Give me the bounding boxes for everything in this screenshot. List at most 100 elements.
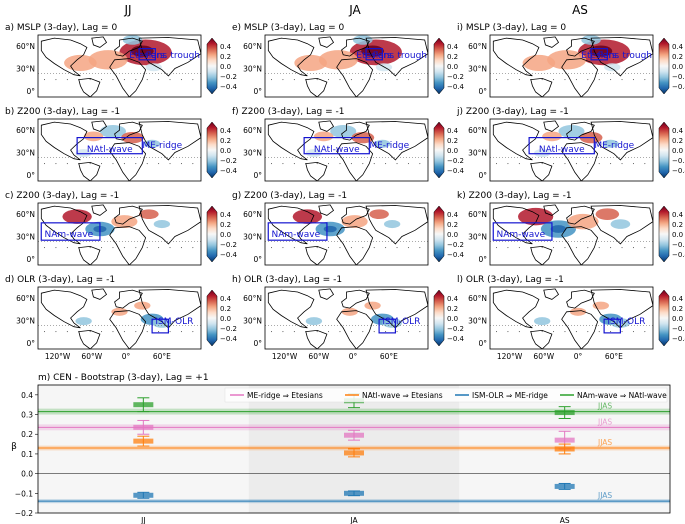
lon-tick-label: 60°E bbox=[605, 352, 623, 361]
coastline bbox=[341, 205, 370, 225]
anomaly-blob bbox=[592, 301, 609, 310]
map-frame bbox=[37, 202, 202, 266]
colorbar-tick-label: 0.4 bbox=[447, 43, 459, 51]
colorbar-tick-label: 0.2 bbox=[447, 53, 458, 61]
anomaly-blob bbox=[522, 54, 556, 71]
legend-label: ME-ridge ⇒ Etesians bbox=[247, 391, 323, 400]
stipple-dot bbox=[339, 163, 341, 165]
stipple-dot bbox=[282, 331, 284, 333]
anomaly-blob bbox=[139, 209, 159, 219]
stipple-dot bbox=[44, 79, 46, 81]
coastline bbox=[590, 121, 653, 161]
coastline bbox=[566, 289, 595, 309]
region-box-label: ISM-OLR bbox=[382, 317, 420, 327]
errorbar-marker bbox=[344, 490, 364, 496]
colorbar-tick-label: 0.4 bbox=[672, 43, 684, 51]
lon-tick-label: 60°E bbox=[153, 352, 171, 361]
stipple-dot bbox=[89, 247, 91, 249]
colorbar-tick-label: 0.2 bbox=[447, 137, 458, 145]
stipple-dot bbox=[587, 247, 589, 249]
stipple-dot bbox=[407, 79, 409, 81]
coastline bbox=[365, 205, 428, 245]
stipple-dot bbox=[146, 163, 148, 165]
stipple-dot bbox=[496, 247, 498, 249]
stipple-dot bbox=[644, 331, 646, 333]
stipple-dot bbox=[146, 79, 148, 81]
stipple-dot bbox=[350, 163, 352, 165]
anomaly-blob bbox=[369, 209, 389, 219]
colorbar bbox=[658, 121, 670, 179]
colorbar bbox=[206, 289, 218, 347]
coastline bbox=[492, 37, 540, 77]
stipple-dot bbox=[135, 331, 137, 333]
stipple-dot bbox=[518, 247, 520, 249]
column-title-as: AS bbox=[572, 3, 588, 17]
colorbar bbox=[658, 289, 670, 347]
errorbar-marker bbox=[344, 450, 364, 456]
colorbar-tick-label: −0.4 bbox=[220, 335, 238, 343]
map-panel-title: i) MSLP (3-day), Lag = 0 bbox=[457, 23, 566, 33]
coastline bbox=[543, 204, 560, 216]
stipple-dot bbox=[146, 331, 148, 333]
stipple-dot bbox=[385, 163, 387, 165]
colorbar-tick-label: −0.2 bbox=[220, 73, 237, 81]
colorbar-tick-label: 0.0 bbox=[220, 63, 231, 71]
region-annotation: Pers. trough bbox=[598, 51, 652, 61]
stipple-dot bbox=[507, 79, 509, 81]
coastline bbox=[336, 58, 374, 97]
colorbar-tick-label: 0.4 bbox=[220, 295, 232, 303]
errorbar-marker bbox=[554, 446, 575, 452]
lat-tick-label: 30°N bbox=[16, 148, 35, 157]
region-box-label: ISM-OLR bbox=[155, 317, 193, 327]
errorbar-marker bbox=[133, 424, 154, 430]
colorbar-tick-label: 0.4 bbox=[220, 127, 232, 135]
stipple-dot bbox=[44, 331, 46, 333]
colorbar bbox=[433, 121, 445, 179]
stipple-dot bbox=[339, 79, 341, 81]
lat-tick-label: 30°N bbox=[243, 64, 262, 73]
colorbar-tick-label: 0.2 bbox=[672, 305, 683, 313]
stipple-dot bbox=[632, 331, 634, 333]
region-box-label: NAtl-wave bbox=[314, 145, 360, 155]
y-tick-label: 0.0 bbox=[21, 470, 33, 479]
errorbar-point bbox=[344, 429, 364, 441]
colorbar-tick-label: 0.0 bbox=[220, 147, 231, 155]
colorbar bbox=[206, 37, 218, 95]
anomaly-blob bbox=[341, 307, 358, 316]
anomaly-blob bbox=[134, 301, 151, 310]
anomaly-blob bbox=[550, 225, 567, 233]
errorbar-point bbox=[554, 482, 575, 490]
stipple-dot bbox=[507, 247, 509, 249]
map-frame bbox=[489, 34, 654, 98]
stipple-dot bbox=[610, 163, 612, 165]
lat-tick-label: 0° bbox=[478, 339, 487, 348]
stipple-dot bbox=[644, 163, 646, 165]
lon-tick-label: 0° bbox=[574, 352, 583, 361]
anomaly-blob bbox=[518, 207, 554, 226]
stipple-dot bbox=[419, 331, 421, 333]
map-panel-title: k) Z200 (3-day), Lag = -1 bbox=[457, 191, 572, 201]
stipple-dot bbox=[541, 79, 543, 81]
stipple-dot bbox=[507, 163, 509, 165]
map-content: NAtl-wave ME-ridge bbox=[265, 119, 428, 181]
stipple-dot bbox=[419, 79, 421, 81]
stipple-dot bbox=[362, 163, 364, 165]
stipple-dot bbox=[158, 331, 160, 333]
colorbar-tick-label: 0.0 bbox=[220, 315, 231, 323]
errorbar-marker bbox=[554, 483, 575, 489]
anomaly-blob bbox=[75, 317, 92, 326]
region-box bbox=[365, 48, 383, 61]
errorbar-point bbox=[554, 443, 575, 455]
stipple-dot bbox=[350, 79, 352, 81]
colorbar-tick-label: 0.0 bbox=[672, 231, 683, 239]
colorbar-tick-label: −0.2 bbox=[220, 157, 237, 165]
anomaly-blob bbox=[353, 35, 373, 45]
stipple-dot bbox=[123, 247, 125, 249]
coastline bbox=[561, 58, 599, 97]
errorbar-point bbox=[133, 397, 154, 413]
anomaly-blob bbox=[330, 124, 357, 138]
region-box-label: Etesians bbox=[356, 51, 394, 61]
map-frame bbox=[489, 118, 654, 182]
lat-tick-label: 0° bbox=[478, 171, 487, 180]
map-frame bbox=[37, 286, 202, 350]
